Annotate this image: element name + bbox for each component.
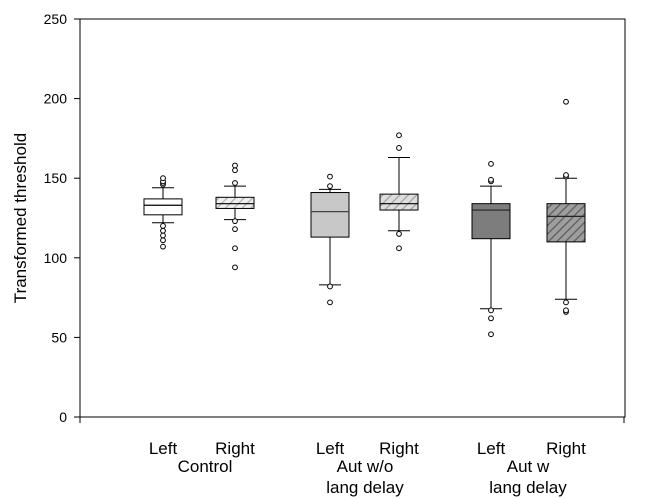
y-tick-label: 100 [44,250,68,266]
boxes-layer [143,98,586,338]
outlier-point [396,132,402,139]
outlier-point [232,226,238,233]
outlier-point [488,307,494,314]
outlier-point [232,264,238,271]
outlier-point [563,98,569,105]
outlier-point [160,175,166,182]
outlier-point [563,299,569,306]
y-tick-label: 50 [51,329,67,345]
category-label: Right [379,439,419,458]
box-body [546,203,586,243]
outlier-point [327,173,333,180]
outlier-point [396,231,402,237]
outlier-point [563,172,569,178]
group-label-line: Aut w [507,457,550,476]
box-body [310,192,350,238]
outlier-point [396,245,402,252]
outlier-point [488,315,494,322]
outlier-point [232,218,238,225]
box-4 [471,160,511,338]
box-body [143,198,183,216]
group-label: Control [178,457,233,476]
outlier-point [160,227,166,234]
group-label-line: lang delay [326,478,404,497]
outlier-point [327,299,333,306]
outlier-point [488,331,494,338]
outlier-point [232,180,238,186]
outlier-point [488,160,494,167]
box-2 [310,173,350,306]
box-3 [379,132,419,252]
outlier-point [327,183,333,190]
outlier-point [160,223,166,229]
category-label: Left [316,439,345,458]
outlier-point [232,245,238,252]
y-tick-label: 250 [44,11,68,27]
box-5 [546,98,586,315]
category-label: Right [546,439,586,458]
y-tick-label: 0 [59,409,67,425]
group-label-line: lang delay [489,478,567,497]
outlier-point [563,307,569,314]
outlier-point [160,237,166,244]
outlier-point [232,162,238,169]
outlier-point [232,167,238,174]
y-tick-label: 200 [44,91,68,107]
outlier-point [160,243,166,250]
y-axis-title: Transformed threshold [11,133,30,303]
box-body [215,196,255,209]
outlier-point [396,145,402,151]
category-label: Left [149,439,178,458]
group-label-line: Aut w/o [337,457,394,476]
outlier-point [160,232,166,239]
outlier-point [488,176,494,183]
category-label: Right [215,439,255,458]
plot-frame [79,18,626,418]
outlier-point [327,283,333,290]
box-0 [143,175,183,250]
box-body [471,203,511,240]
box-body [379,193,419,211]
y-tick-label: 150 [44,170,68,186]
box-1 [215,162,255,271]
y-axis: 0 50 100 150 200 250 [44,11,80,425]
category-label: Left [477,439,506,458]
